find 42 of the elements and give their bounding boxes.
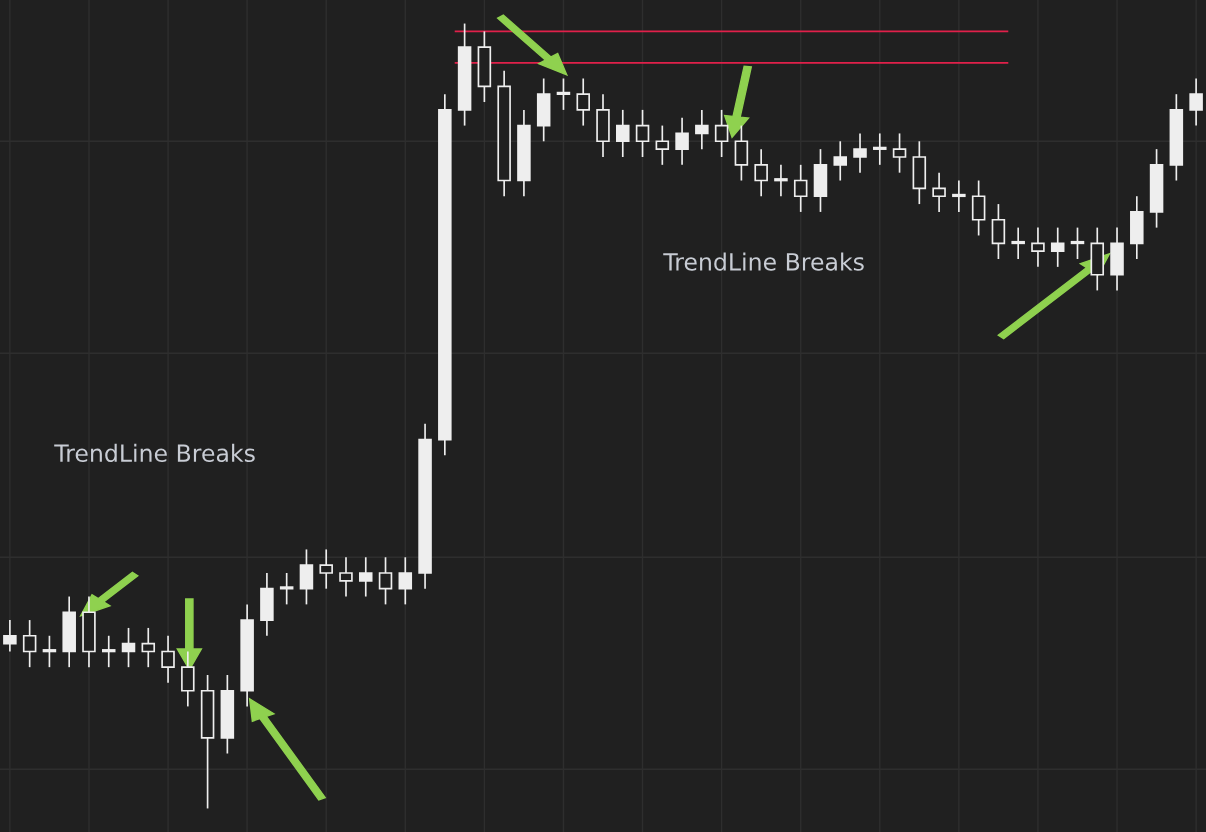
candlestick: [1070, 226, 1085, 260]
candlestick: [358, 556, 373, 598]
candlestick: [121, 627, 136, 669]
candlestick: [161, 634, 175, 684]
candlestick: [971, 179, 986, 237]
candlestick: [754, 148, 768, 198]
candlestick: [675, 116, 689, 166]
candlestick: [1031, 226, 1045, 268]
candlestick: [774, 163, 788, 198]
candlestick: [398, 556, 413, 606]
candlestick: [734, 124, 749, 182]
candlestick: [655, 124, 670, 166]
candlestick: [695, 109, 709, 150]
annotation: TrendLine Breaks: [663, 252, 864, 271]
annotation: TrendLine Breaks: [54, 443, 255, 463]
candlestick: [892, 132, 907, 174]
candlestick: [932, 171, 946, 213]
candlestick: [22, 619, 37, 669]
candlestick: [101, 634, 116, 669]
candlestick: [576, 77, 590, 127]
candlestick: [616, 109, 630, 158]
candlestick: [378, 556, 393, 606]
candlestick: [952, 179, 966, 213]
candlestick: [42, 634, 57, 669]
candlestick: [3, 619, 17, 653]
candlestick: [556, 77, 571, 111]
candlestick: [991, 203, 1006, 260]
candlestick: [793, 163, 808, 213]
candlestick: [833, 140, 848, 182]
candlestick: [181, 650, 195, 708]
candlestick: [1050, 226, 1065, 268]
candlestick: [1011, 226, 1025, 260]
candlestick: [853, 132, 867, 174]
candlestick: [1189, 77, 1203, 127]
candlestick: [299, 548, 314, 606]
candlestick: [873, 132, 887, 166]
candlestick: [714, 109, 729, 158]
candlestick: [339, 556, 353, 598]
candlestick: [141, 627, 156, 669]
candlestick: [635, 109, 650, 158]
candlestick: [279, 572, 294, 606]
candlestick: [319, 548, 333, 590]
